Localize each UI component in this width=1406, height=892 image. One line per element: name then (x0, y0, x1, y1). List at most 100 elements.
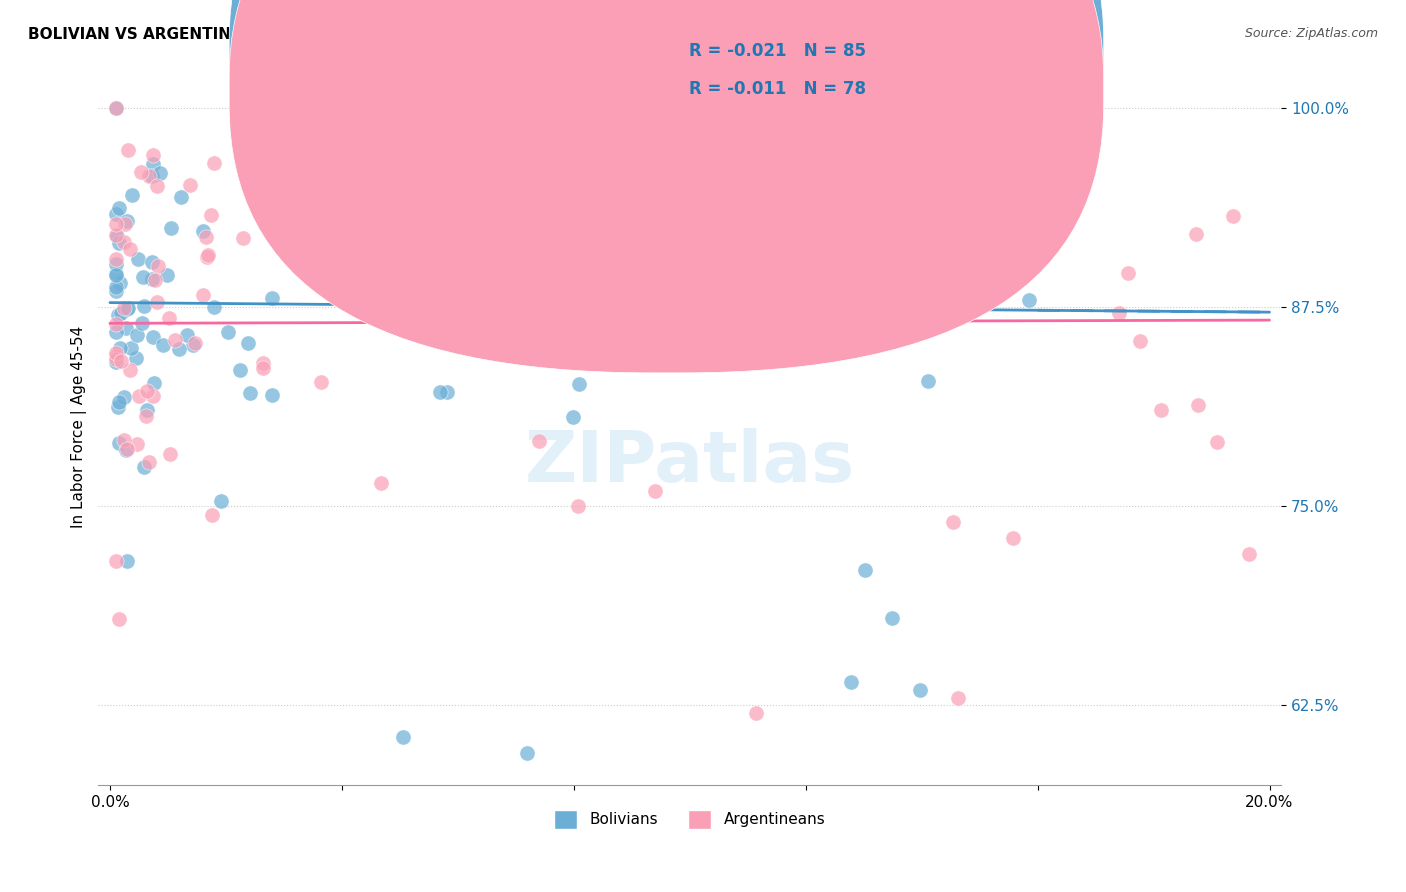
Argentineans (991, 264, 1014, 278)
Bolivians (617, 149, 640, 163)
Argentineans (104, 217, 127, 231)
Argentineans (1205, 435, 1227, 450)
Argentineans (120, 363, 142, 377)
Text: Source: ZipAtlas.com: Source: ZipAtlas.com (1244, 27, 1378, 40)
Bolivians (112, 391, 135, 405)
Argentineans (1185, 227, 1208, 242)
Bolivians (429, 384, 451, 399)
Text: R = -0.011   N = 78: R = -0.011 N = 78 (689, 80, 866, 98)
Argentineans (202, 155, 225, 169)
Argentineans (114, 301, 136, 315)
Bolivians (599, 337, 621, 351)
Argentineans (145, 295, 167, 310)
Bolivians (839, 674, 862, 689)
Bolivians (110, 306, 132, 320)
Bolivians (436, 384, 458, 399)
Argentineans (142, 389, 165, 403)
Bolivians (104, 268, 127, 282)
Bolivians (202, 300, 225, 314)
Bolivians (104, 355, 127, 369)
Bolivians (262, 388, 284, 402)
Argentineans (104, 227, 127, 242)
Bolivians (882, 611, 904, 625)
Argentineans (298, 229, 321, 244)
Bolivians (392, 731, 415, 745)
Bolivians (238, 386, 260, 401)
Argentineans (457, 303, 479, 318)
Bolivians (125, 328, 148, 343)
Bolivians (104, 284, 127, 298)
Bolivians (170, 190, 193, 204)
Argentineans (252, 356, 274, 370)
Bolivians (735, 168, 758, 182)
Bolivians (141, 254, 163, 268)
Bolivians (260, 291, 283, 305)
Argentineans (138, 169, 160, 183)
Bolivians (115, 320, 138, 334)
Bolivians (167, 342, 190, 356)
Bolivians (117, 302, 139, 317)
Bolivians (105, 229, 128, 244)
Bolivians (107, 400, 129, 414)
Bolivians (160, 220, 183, 235)
Argentineans (232, 230, 254, 244)
Argentineans (201, 508, 224, 523)
Argentineans (717, 137, 740, 152)
Bolivians (108, 201, 131, 215)
Argentineans (129, 165, 152, 179)
Argentineans (765, 221, 787, 235)
Argentineans (148, 259, 170, 273)
Argentineans (104, 554, 127, 568)
Argentineans (127, 436, 149, 450)
Bolivians (561, 410, 583, 425)
Argentineans (135, 409, 157, 423)
Bolivians (568, 376, 591, 391)
Argentineans (1108, 306, 1130, 320)
Bolivians (209, 493, 232, 508)
Bolivians (107, 235, 129, 250)
Argentineans (567, 500, 589, 514)
Bolivians (880, 117, 903, 131)
Argentineans (110, 354, 132, 368)
Y-axis label: In Labor Force | Age 45-54: In Labor Force | Age 45-54 (72, 326, 87, 528)
Bolivians (586, 334, 609, 349)
Argentineans (104, 252, 127, 267)
Bolivians (132, 270, 155, 285)
Bolivians (125, 351, 148, 366)
Bolivians (786, 316, 808, 330)
Argentineans (157, 310, 180, 325)
Bolivians (104, 101, 127, 115)
Bolivians (142, 330, 165, 344)
Argentineans (200, 209, 222, 223)
Argentineans (432, 321, 454, 335)
Bolivians (616, 227, 638, 241)
Bolivians (900, 167, 922, 181)
Bolivians (104, 325, 127, 339)
Bolivians (117, 301, 139, 315)
Bolivians (236, 335, 259, 350)
Bolivians (115, 443, 138, 458)
Bolivians (121, 187, 143, 202)
Argentineans (112, 235, 135, 249)
Bolivians (176, 328, 198, 343)
Bolivians (149, 166, 172, 180)
Bolivians (108, 436, 131, 450)
Text: BOLIVIAN VS ARGENTINEAN IN LABOR FORCE | AGE 45-54 CORRELATION CHART: BOLIVIAN VS ARGENTINEAN IN LABOR FORCE |… (28, 27, 707, 43)
Argentineans (159, 447, 181, 461)
Bolivians (436, 133, 458, 147)
Argentineans (194, 229, 217, 244)
Argentineans (402, 210, 425, 224)
Argentineans (104, 352, 127, 367)
Argentineans (142, 148, 165, 162)
Bolivians (108, 341, 131, 355)
Bolivians (478, 166, 501, 180)
Bolivians (120, 341, 142, 355)
Argentineans (1014, 208, 1036, 222)
Argentineans (104, 346, 127, 360)
Argentineans (1129, 334, 1152, 348)
Bolivians (1018, 293, 1040, 307)
Argentineans (184, 336, 207, 351)
Argentineans (118, 243, 141, 257)
Bolivians (127, 252, 149, 267)
Argentineans (1237, 547, 1260, 561)
